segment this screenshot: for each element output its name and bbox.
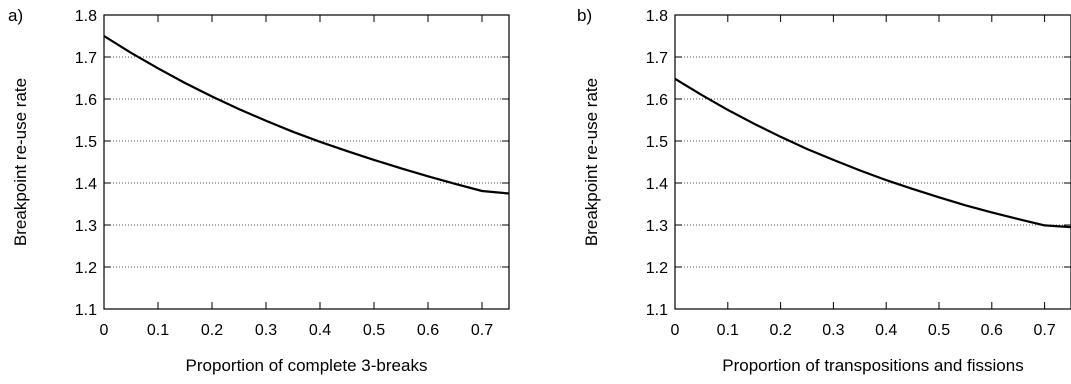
- y-axis-label: Breakpoint re-use rate: [11, 78, 30, 246]
- x-tick-label: 0.3: [255, 322, 277, 339]
- y-tick-label: 1.6: [75, 92, 97, 109]
- x-tick-label: 0.6: [981, 322, 1003, 339]
- y-tick-label: 1.3: [75, 218, 97, 235]
- x-tick-label: 0.4: [309, 322, 331, 339]
- x-axis-label: Proportion of transpositions and fission…: [722, 356, 1023, 375]
- series-line: [103, 35, 510, 195]
- y-tick-label: 1.8: [646, 8, 668, 25]
- y-tick-label: 1.1: [646, 302, 668, 319]
- x-tick-label: 0.5: [928, 322, 950, 339]
- x-tick-label: 0.1: [147, 322, 169, 339]
- y-tick-label: 1.2: [75, 260, 97, 277]
- x-tick-label: 0: [100, 322, 109, 339]
- plot-frame: [674, 14, 1071, 310]
- y-tick-label: 1.4: [646, 176, 668, 193]
- y-tick-label: 1.7: [646, 50, 668, 67]
- y-tick-label: 1.2: [646, 260, 668, 277]
- panel-label: b): [577, 6, 592, 25]
- x-tick-label: 0: [671, 322, 680, 339]
- plot-frame: [103, 14, 510, 310]
- x-tick-label: 0.2: [769, 322, 791, 339]
- y-tick-label: 1.1: [75, 302, 97, 319]
- y-tick-label: 1.8: [75, 8, 97, 25]
- series-line: [674, 77, 1071, 229]
- y-tick-label: 1.5: [646, 134, 668, 151]
- y-axis-label: Breakpoint re-use rate: [582, 78, 601, 246]
- x-tick-label: 0.2: [201, 322, 223, 339]
- x-tick-label: 0.4: [875, 322, 897, 339]
- x-tick-label: 0.7: [1033, 322, 1055, 339]
- y-tick-label: 1.4: [75, 176, 97, 193]
- panel-label: a): [8, 6, 23, 25]
- chart-panel-a: 1.1 1.2 1.3 1.4 1.5 1.6 1.7 1.8 0 0.1 0.2 0.3 0.4 0.5…: [8, 6, 510, 375]
- x-tick-label: 0.1: [717, 322, 739, 339]
- x-tick-label: 0.5: [363, 322, 385, 339]
- chart-panel-b: 1.1 1.2 1.3 1.4 1.5 1.6 1.7 1.8 0 0.1 0.2 0.3 0.4 0.5…: [577, 6, 1071, 375]
- y-tick-label: 1.3: [646, 218, 668, 235]
- y-tick-label: 1.7: [75, 50, 97, 67]
- x-axis-label: Proportion of complete 3-breaks: [186, 356, 428, 375]
- x-tick-label: 0.6: [417, 322, 439, 339]
- x-tick-label: 0.3: [822, 322, 844, 339]
- x-tick-label: 0.7: [471, 322, 493, 339]
- y-tick-label: 1.6: [646, 92, 668, 109]
- y-tick-label: 1.5: [75, 134, 97, 151]
